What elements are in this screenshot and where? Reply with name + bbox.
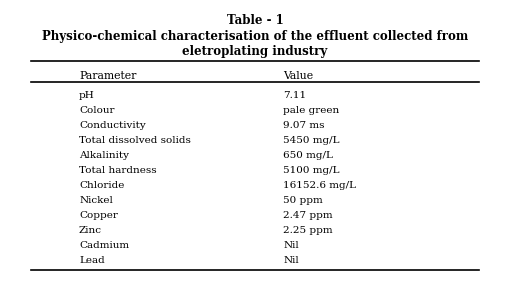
Text: Nickel: Nickel xyxy=(79,196,112,205)
Text: Total dissolved solids: Total dissolved solids xyxy=(79,136,190,145)
Text: 650 mg/L: 650 mg/L xyxy=(282,151,332,160)
Text: Conductivity: Conductivity xyxy=(79,121,146,130)
Text: Zinc: Zinc xyxy=(79,226,102,235)
Text: Chloride: Chloride xyxy=(79,181,124,190)
Text: Cadmium: Cadmium xyxy=(79,241,129,250)
Text: 5450 mg/L: 5450 mg/L xyxy=(282,136,339,145)
Text: Colour: Colour xyxy=(79,106,115,115)
Text: Total hardness: Total hardness xyxy=(79,166,156,175)
Text: pale green: pale green xyxy=(282,106,338,115)
Text: Alkalinity: Alkalinity xyxy=(79,151,129,160)
Text: 2.25 ppm: 2.25 ppm xyxy=(282,226,332,235)
Text: Nil: Nil xyxy=(282,256,298,266)
Text: 7.11: 7.11 xyxy=(282,91,305,100)
Text: Parameter: Parameter xyxy=(79,71,136,81)
Text: Copper: Copper xyxy=(79,211,118,220)
Text: pH: pH xyxy=(79,91,95,100)
Text: 5100 mg/L: 5100 mg/L xyxy=(282,166,339,175)
Text: Lead: Lead xyxy=(79,256,104,266)
Text: 2.47 ppm: 2.47 ppm xyxy=(282,211,332,220)
Text: eletroplating industry: eletroplating industry xyxy=(182,45,327,59)
Text: Value: Value xyxy=(282,71,313,81)
Text: Physico-chemical characterisation of the effluent collected from: Physico-chemical characterisation of the… xyxy=(42,30,467,43)
Text: Table - 1: Table - 1 xyxy=(226,14,283,27)
Text: 50 ppm: 50 ppm xyxy=(282,196,322,205)
Text: Nil: Nil xyxy=(282,241,298,250)
Text: 9.07 ms: 9.07 ms xyxy=(282,121,324,130)
Text: 16152.6 mg/L: 16152.6 mg/L xyxy=(282,181,355,190)
